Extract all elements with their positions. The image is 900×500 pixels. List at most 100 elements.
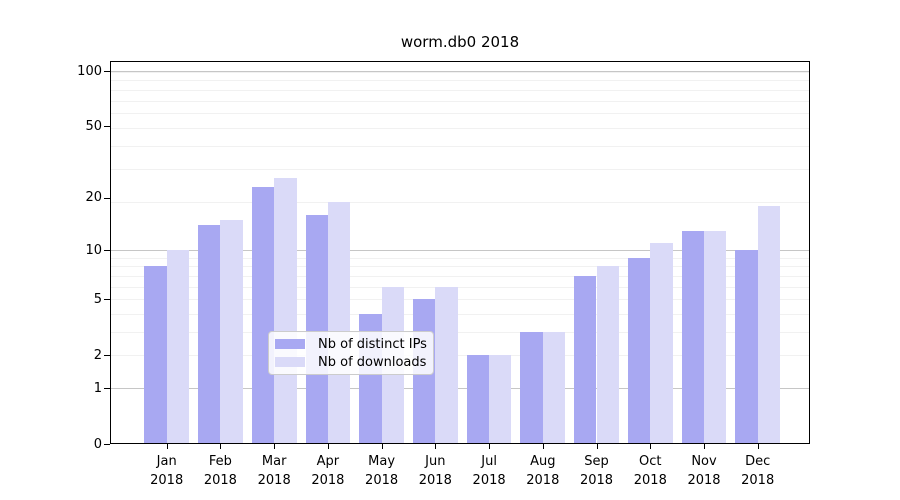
bar-distinct-ips — [520, 332, 543, 444]
x-tick-mark — [166, 444, 168, 449]
x-tick-month: Jul — [481, 454, 497, 469]
x-axis-tick-label: May 2018 — [350, 452, 414, 490]
y-tick-mark — [104, 388, 110, 389]
x-tick-mark — [381, 444, 383, 449]
bar-downloads — [220, 219, 243, 444]
bar-distinct-ips — [627, 257, 651, 444]
minor-gridline — [110, 355, 810, 357]
x-axis-tick-label: Nov 2018 — [672, 452, 736, 490]
x-tick-year: 2018 — [418, 473, 452, 488]
bar-distinct-ips — [144, 266, 167, 444]
legend-item-downloads: Nb of downloads — [275, 354, 427, 370]
minor-gridline — [110, 71, 810, 73]
x-tick-year: 2018 — [633, 473, 667, 488]
x-tick-month: Aug — [530, 454, 556, 469]
minor-gridline — [110, 275, 810, 277]
legend-label-distinct-ips: Nb of distinct IPs — [318, 336, 427, 352]
x-tick-year: 2018 — [365, 473, 399, 488]
bar-downloads — [435, 286, 458, 444]
x-axis-tick-label: Aug 2018 — [511, 452, 575, 490]
x-tick-mark — [542, 444, 544, 449]
plot-area — [110, 61, 810, 444]
bar-downloads — [327, 201, 351, 444]
chart-title: worm.db0 2018 — [400, 33, 520, 51]
x-tick-year: 2018 — [311, 473, 345, 488]
minor-gridline — [110, 299, 810, 301]
x-axis-tick-label: Oct 2018 — [618, 452, 682, 490]
x-tick-mark — [435, 444, 437, 449]
x-tick-mark — [327, 444, 329, 449]
bar-distinct-ips — [574, 275, 597, 444]
x-tick-year: 2018 — [687, 473, 721, 488]
bar-downloads — [596, 266, 619, 444]
x-axis-tick-label: Apr 2018 — [296, 452, 360, 490]
legend: Nb of distinct IPs Nb of downloads — [268, 331, 434, 375]
minor-gridline — [110, 80, 810, 82]
minor-gridline — [110, 145, 810, 147]
legend-label-downloads: Nb of downloads — [318, 354, 427, 370]
x-tick-month: May — [368, 454, 396, 469]
bar-distinct-ips — [735, 250, 758, 444]
minor-gridline — [110, 89, 810, 91]
bar-downloads — [274, 177, 297, 444]
x-tick-mark — [650, 444, 652, 449]
y-axis-tick-label: 100 — [77, 63, 102, 79]
bar-downloads — [166, 250, 190, 444]
x-tick-year: 2018 — [741, 473, 775, 488]
x-tick-year: 2018 — [203, 473, 237, 488]
legend-swatch-downloads — [275, 357, 305, 367]
x-axis-tick-label: Mar 2018 — [242, 452, 306, 490]
x-tick-month: Nov — [691, 454, 717, 469]
bar-downloads — [704, 230, 727, 444]
bar-distinct-ips — [305, 215, 328, 444]
y-axis-tick-label: 0 — [93, 436, 102, 452]
x-tick-month: Dec — [745, 454, 771, 469]
x-tick-year: 2018 — [150, 473, 184, 488]
y-axis-tick-label: 2 — [93, 347, 102, 363]
y-tick-mark — [104, 71, 110, 72]
x-tick-mark — [596, 444, 598, 449]
minor-gridline — [110, 100, 810, 102]
bar-distinct-ips — [466, 355, 490, 444]
bar-distinct-ips — [681, 230, 704, 444]
x-axis-tick-label: Jun 2018 — [403, 452, 467, 490]
y-axis-tick-label: 5 — [93, 291, 102, 307]
y-tick-mark — [104, 355, 110, 357]
x-tick-month: Mar — [261, 454, 287, 469]
minor-gridline — [110, 201, 810, 203]
legend-item-distinct-ips: Nb of distinct IPs — [275, 336, 427, 352]
x-tick-mark — [704, 444, 705, 449]
x-tick-mark — [274, 444, 276, 449]
legend-swatch-distinct-ips — [275, 339, 305, 349]
minor-gridline — [110, 113, 810, 115]
y-tick-mark — [104, 250, 110, 252]
bar-downloads — [650, 243, 673, 444]
x-tick-year: 2018 — [526, 473, 560, 488]
bar-distinct-ips — [251, 187, 275, 444]
x-tick-month: Jun — [425, 454, 446, 469]
minor-gridline — [110, 332, 810, 333]
bar-downloads — [757, 206, 781, 444]
x-tick-month: Feb — [208, 454, 232, 469]
y-axis-tick-label: 1 — [93, 380, 102, 396]
x-tick-month: Sep — [584, 454, 609, 469]
x-axis-tick-label: Jul 2018 — [457, 452, 521, 490]
y-tick-mark — [104, 197, 110, 199]
minor-gridline — [110, 313, 810, 315]
x-axis-tick-label: Jan 2018 — [135, 452, 199, 490]
x-tick-year: 2018 — [472, 473, 506, 488]
minor-gridline — [110, 286, 810, 288]
major-gridline — [110, 388, 810, 389]
x-tick-month: Apr — [316, 454, 340, 469]
bar-distinct-ips — [198, 225, 221, 444]
x-tick-mark — [489, 444, 491, 449]
minor-gridline — [110, 257, 810, 259]
y-axis-tick-label: 50 — [85, 118, 102, 134]
y-tick-mark — [104, 299, 110, 301]
y-tick-mark — [104, 126, 110, 128]
x-axis-tick-label: Feb 2018 — [188, 452, 252, 490]
x-tick-year: 2018 — [257, 473, 291, 488]
major-gridline — [110, 250, 810, 252]
x-tick-year: 2018 — [579, 473, 614, 488]
